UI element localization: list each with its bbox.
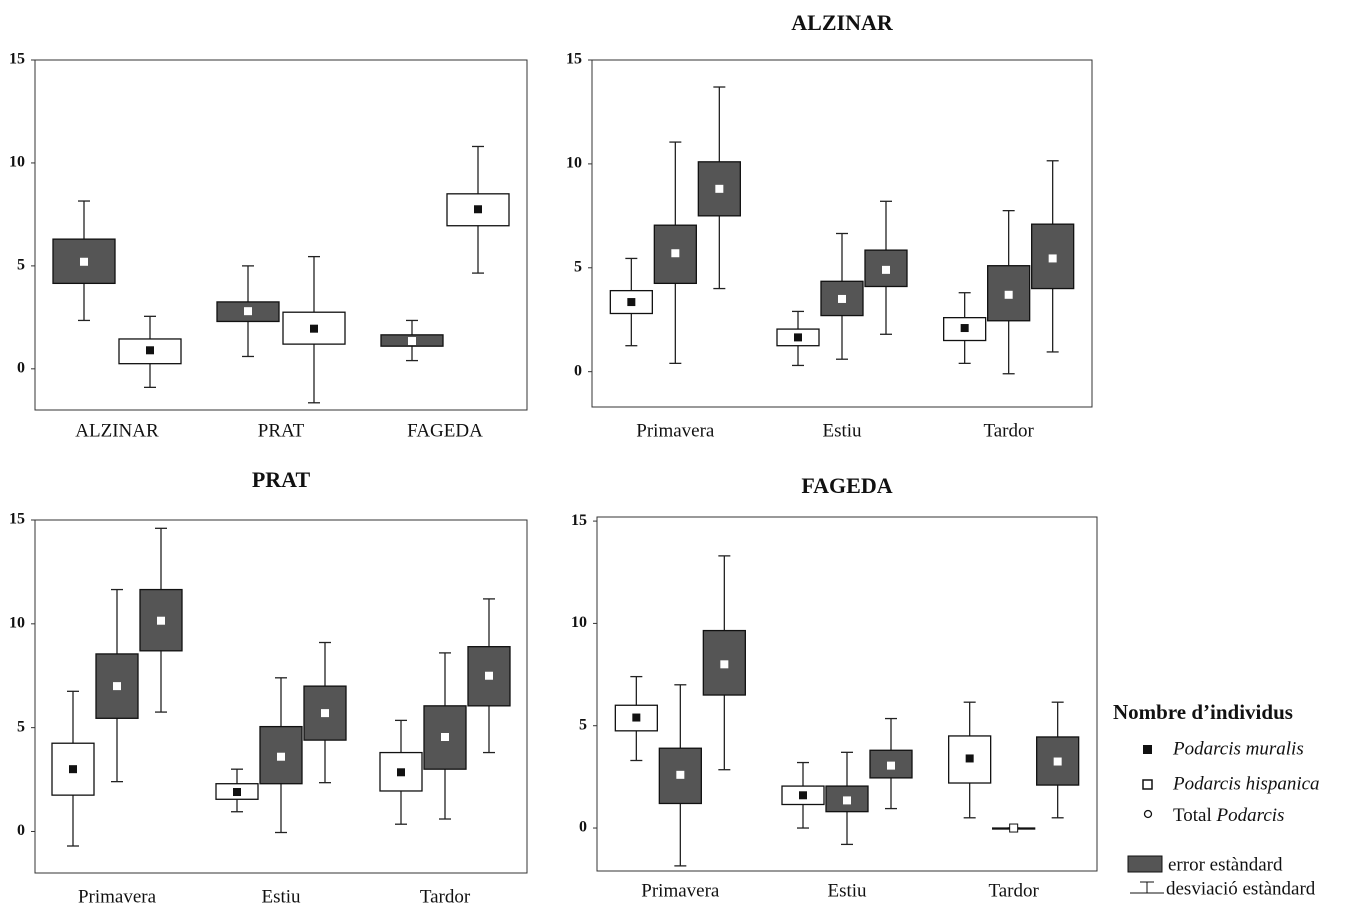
mean-marker [715,184,724,193]
chart-title: ALZINAR [791,10,894,35]
mean-marker [720,660,729,669]
mean-marker [474,205,482,214]
mean-marker [321,709,329,718]
plot-frame [34,519,528,874]
y-tick-label: 15 [9,511,25,528]
mean-marker [80,257,88,266]
y-tick-label: 10 [571,614,587,631]
y-tick-label: 0 [17,822,25,839]
mean-marker [1009,823,1019,833]
mean-marker [113,682,121,691]
legend-swatch [1127,855,1163,873]
box [139,588,183,652]
x-tick-label: Tardor [983,420,1034,441]
mean-marker [960,324,969,333]
y-tick-label: 5 [579,716,587,733]
box [864,249,908,288]
x-tick-label: Tardor [420,886,471,906]
mean-marker [397,768,405,777]
legend-label: desviació estàndard [1166,878,1316,899]
y-tick-label: 15 [9,51,25,68]
x-tick-label: Primavera [78,886,157,906]
plot-frame [34,59,528,411]
mean-marker [146,346,154,355]
x-tick-label: Tardor [988,880,1039,901]
mean-marker [277,752,285,761]
x-tick-label: ALZINAR [75,420,159,441]
mean-marker [485,671,493,680]
mean-marker [310,324,318,333]
legend-label: error estàndard [1168,854,1283,875]
legend-title: Nombre d’individus [1113,700,1293,724]
y-tick-label: 10 [9,154,25,171]
mean-marker [671,249,680,258]
x-tick-label: Primavera [641,880,720,901]
legend-whisker [1130,881,1164,894]
y-tick-label: 10 [9,614,25,631]
y-tick-label: 5 [574,258,582,275]
legend-label-prefix: Total [1173,805,1212,826]
legend-marker [1142,779,1153,790]
mean-marker [1004,290,1013,299]
x-tick-label: Estiu [822,420,862,441]
mean-marker [887,761,895,770]
mean-marker [838,294,846,303]
mean-marker [843,796,851,805]
y-tick-label: 0 [17,359,25,376]
y-tick-label: 10 [566,155,582,172]
x-tick-label: Estiu [827,880,867,901]
mean-marker [794,333,802,342]
mean-marker [441,732,449,741]
y-tick-label: 5 [17,257,25,274]
mean-marker [676,770,685,779]
legend-label-name: Podarcis [1216,805,1285,826]
chart-title: FAGEDA [801,473,892,498]
mean-marker [69,765,77,774]
mean-marker [627,298,636,307]
chart-title: PRAT [252,467,311,492]
x-tick-label: Estiu [261,886,301,906]
mean-marker [882,265,890,274]
y-tick-label: 0 [574,362,582,379]
mean-marker [632,713,641,722]
x-tick-label: PRAT [258,420,305,441]
legend-marker [1143,809,1153,819]
x-tick-label: FAGEDA [407,420,483,441]
y-tick-label: 15 [571,512,587,529]
mean-marker [965,754,974,763]
legend-label: Podarcis hispanica [1172,773,1320,794]
y-tick-label: 5 [17,718,25,735]
plot-frame [596,516,1098,872]
mean-marker [799,791,807,800]
mean-marker [244,307,252,316]
x-tick-label: Primavera [636,420,715,441]
box [948,735,992,784]
mean-marker [233,788,241,797]
mean-marker [1053,757,1062,766]
plot-frame [591,59,1093,408]
y-tick-label: 15 [566,51,582,68]
mean-marker [408,337,416,346]
mean-marker [1048,254,1057,263]
y-tick-label: 0 [579,819,587,836]
legend-label: Total Podarcis [1173,805,1284,826]
box [467,646,511,707]
mean-marker [157,616,165,625]
legend-label: Podarcis muralis [1172,738,1304,759]
legend-marker [1143,745,1152,754]
